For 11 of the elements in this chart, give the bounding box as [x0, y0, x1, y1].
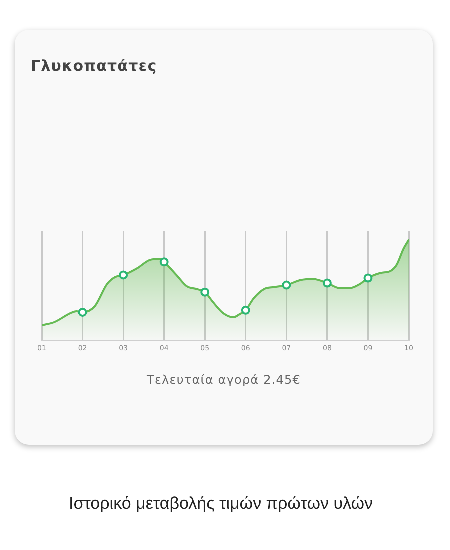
point: [200, 288, 210, 297]
point: [241, 306, 250, 315]
text: Ιστορικό μεταβολής τιμών πρώτων υλών: [68, 494, 374, 514]
chart-title: Γλυκοπατάτες: [31, 57, 158, 75]
point: [282, 280, 292, 290]
point: [364, 274, 373, 283]
point: [78, 308, 88, 317]
point: [322, 278, 332, 288]
point: [119, 270, 128, 280]
text: Τελευταία αγορά 2.45€: [146, 373, 302, 387]
point: [160, 258, 169, 267]
